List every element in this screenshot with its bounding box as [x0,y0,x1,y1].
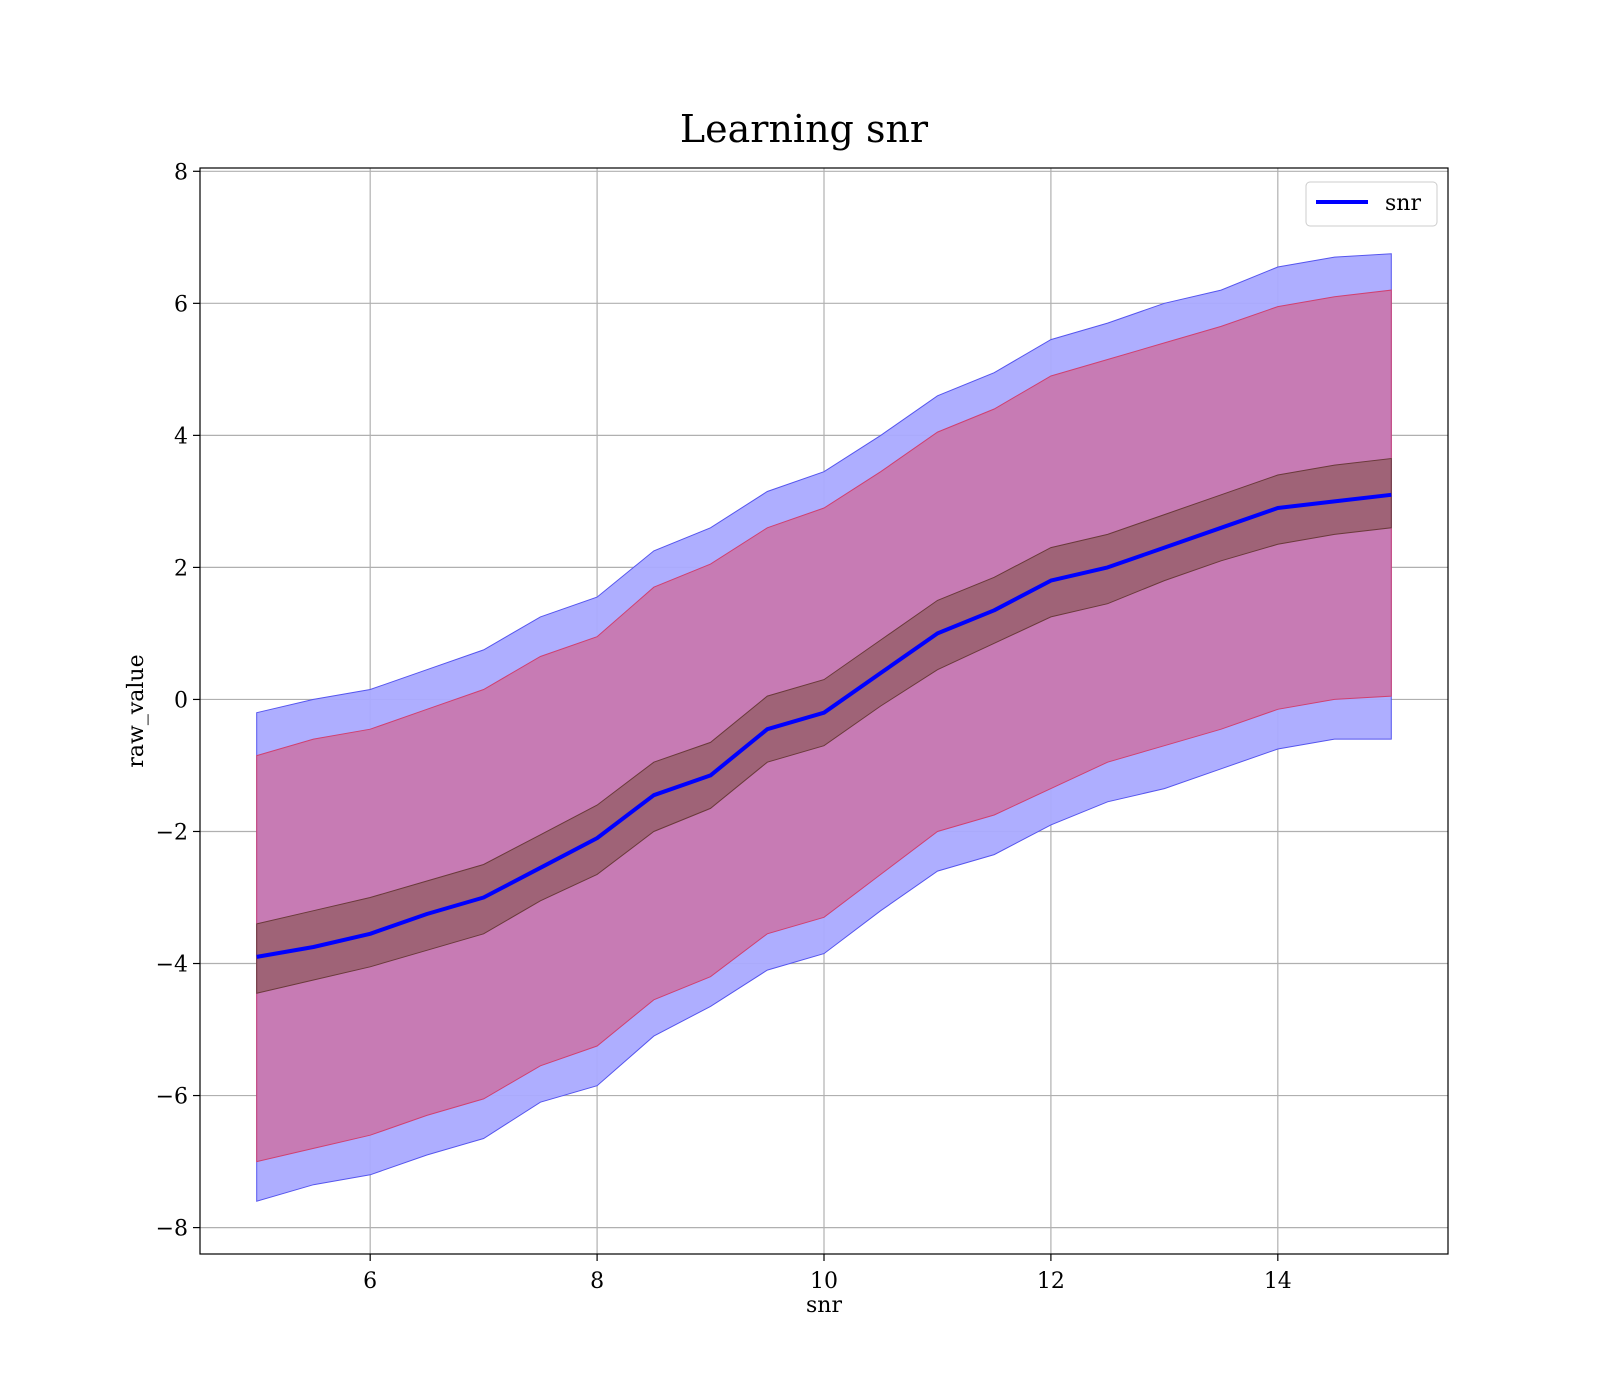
x-axis-title: snr [806,1293,842,1318]
y-tick-label: 2 [174,556,188,581]
y-tick-label: −8 [156,1217,188,1242]
legend-box [1305,181,1438,227]
y-tick-label: 0 [174,688,188,713]
x-tick-label: 12 [1037,1269,1065,1294]
legend-label: snr [1385,191,1421,216]
y-axis-title: raw_value [124,654,149,767]
x-tick-label: 6 [363,1269,377,1294]
series-lines [256,492,1392,959]
chart-title: Learning snr [680,107,929,151]
y-tick-label: 6 [174,292,188,317]
x-tick-label: 8 [590,1269,604,1294]
y-tick-label: 8 [174,160,188,185]
series-line-snr [256,492,1392,959]
y-tick-label: 4 [174,424,188,449]
y-tick-label: −6 [156,1085,188,1110]
x-tick-label: 14 [1264,1269,1292,1294]
inner-band [256,457,1392,994]
y-tick-label: −4 [156,953,188,978]
legend: snr [1305,181,1438,227]
bands [256,253,1392,1202]
y-tick-label: −2 [156,820,188,845]
x-tick-label: 10 [810,1269,838,1294]
ticks: 6 8 10 12 14 −8 −6 −4 −2 0 2 4 6 8 [156,160,1292,1294]
